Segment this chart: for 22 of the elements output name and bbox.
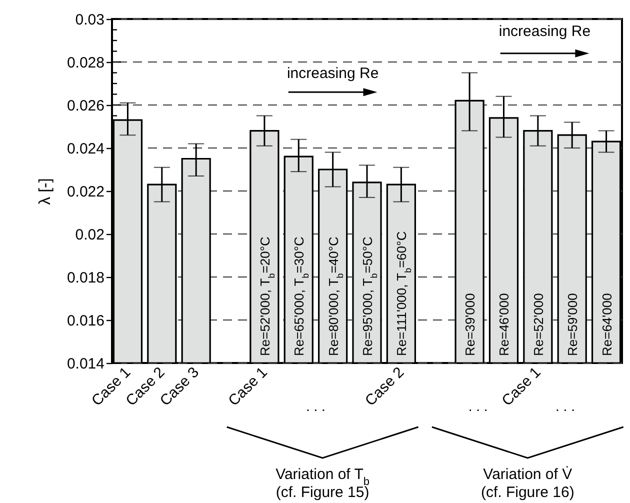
text: Variation of V̇ (cf. Figure 16): [480, 466, 574, 501]
y-tick-label: 0.018: [66, 270, 104, 286]
y-axis-title: λ [-]: [36, 178, 54, 205]
annotation: increasing Re: [286, 65, 379, 82]
y-tick-label: 0.016: [66, 312, 104, 330]
y-tick-label: 0.014: [66, 356, 104, 372]
y-tick-label: 0.03: [75, 12, 104, 28]
y-tick-label: 0.02: [75, 226, 104, 244]
annotation: Re=52'000: [530, 293, 546, 356]
text: . . .: [556, 398, 575, 414]
annotation: increasing Re: [498, 23, 591, 40]
text: . . .: [468, 398, 488, 414]
annotation: Re=59'000: [565, 293, 580, 356]
y-tick-label: 0.022: [66, 184, 104, 200]
text: . . .: [306, 398, 326, 414]
text: Variation of T$_{b}$ (cf. Figure 15): [276, 466, 370, 501]
annotation: Re=46'000: [496, 293, 512, 356]
y-tick-label: 0.028: [66, 54, 104, 72]
y-tick-label: 0.024: [66, 140, 104, 158]
annotation: Re=39'000: [462, 293, 478, 356]
y-tick-label: 0.026: [66, 98, 104, 114]
annotation: Re=64'000: [599, 293, 614, 356]
